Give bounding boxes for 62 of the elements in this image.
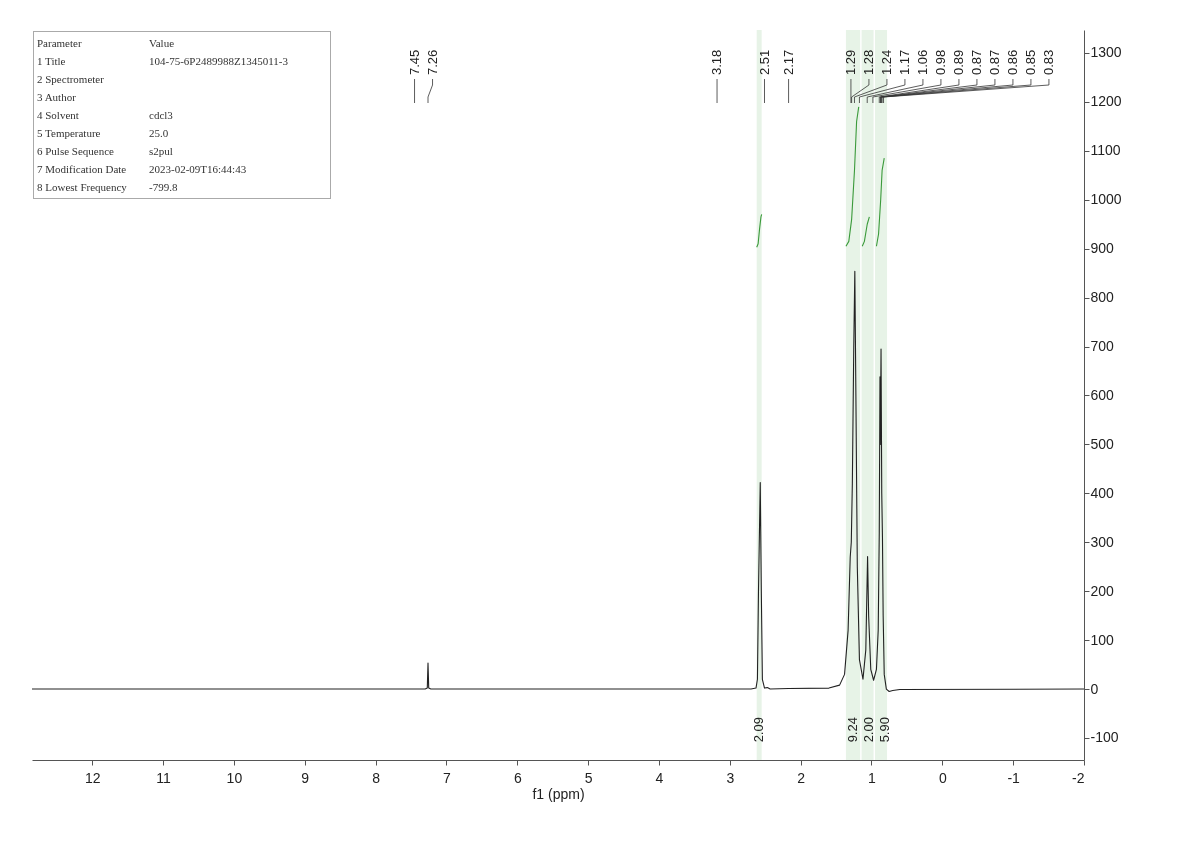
x-tick-label: 11 [156, 769, 172, 786]
y-tick-label: 200 [1090, 582, 1115, 599]
band-label: 5.90 [877, 717, 893, 743]
y-tick-label: 1000 [1090, 191, 1122, 208]
band-label: 2.09 [751, 717, 767, 743]
annotation: Parameter Value [37, 36, 176, 51]
annotation: 0.83 [1040, 49, 1056, 75]
x-tick-label: 6 [513, 769, 522, 786]
annotation: 3 Author [37, 90, 77, 105]
y-tick-label: 100 [1090, 631, 1115, 648]
annotation: 4 Solvent cdcl3 [37, 108, 174, 123]
y-tick-label: 1300 [1090, 44, 1122, 61]
annotation: 0.89 [950, 49, 966, 75]
y-tick-label: 600 [1090, 386, 1115, 403]
annotation: 2.17 [780, 49, 796, 75]
annotation: 1.17 [896, 49, 912, 75]
annotation: 5 Temperature 25.0 [37, 126, 170, 141]
x-tick-label: 7 [443, 769, 452, 786]
line-series [31, 270, 1085, 693]
x-tick-label: 4 [655, 769, 664, 786]
band-label: 9.24 [845, 717, 861, 743]
x-tick-label: 3 [726, 769, 735, 786]
annotation: 0.98 [932, 49, 948, 75]
x-tick-label: -1 [1007, 769, 1021, 786]
annotation: 6 Pulse Sequence s2pul [37, 144, 174, 159]
annotation: 7 Modification Date 2023-02-09T16:44:43 [37, 162, 248, 177]
x-tick-label: 2 [797, 769, 806, 786]
y-tick-label: 300 [1090, 533, 1115, 550]
annotation: 0.85 [1022, 49, 1038, 75]
annotation: 3.18 [709, 49, 725, 75]
annotation: 2 Spectrometer [37, 72, 105, 87]
annotation: 0.87 [986, 49, 1002, 75]
annotation: 7.45 [406, 49, 422, 75]
x-axis-title: f1 (ppm) [532, 785, 585, 802]
x-tick-label: 9 [301, 769, 310, 786]
y-tick-label: 700 [1090, 338, 1115, 355]
band-label: 2.00 [861, 717, 877, 743]
x-tick-label: 12 [84, 769, 101, 786]
y-tick-label: -100 [1090, 729, 1119, 746]
y-tick-label: 800 [1090, 289, 1115, 306]
annotation: 2.51 [756, 49, 772, 75]
x-tick-label: -2 [1072, 769, 1085, 786]
y-tick-label: 500 [1090, 435, 1115, 452]
annotation: 0.86 [1004, 49, 1020, 75]
annotation: 1 Title 104-75-6P2489988Z1345011-3 [37, 54, 289, 69]
annotation: 1.28 [860, 49, 876, 75]
x-tick-label: 0 [938, 769, 947, 786]
y-tick-label: 400 [1090, 484, 1115, 501]
annotation: 1.24 [878, 49, 894, 75]
y-tick-label: 0 [1090, 680, 1099, 697]
annotation: 8 Lowest Frequency -799.8 [37, 180, 179, 195]
x-tick-label: 1 [868, 769, 877, 786]
annotation: 1.06 [914, 49, 930, 75]
annotation: 0.87 [968, 49, 984, 75]
x-tick-label: 5 [584, 769, 593, 786]
annotation: 1.29 [842, 49, 858, 75]
annotation: 7.26 [424, 49, 440, 75]
y-tick-label: 1100 [1090, 142, 1121, 159]
x-tick-label: 8 [372, 769, 381, 786]
x-tick-label: 10 [226, 769, 243, 786]
y-tick-label: 900 [1090, 240, 1115, 257]
y-tick-label: 1200 [1090, 93, 1122, 110]
